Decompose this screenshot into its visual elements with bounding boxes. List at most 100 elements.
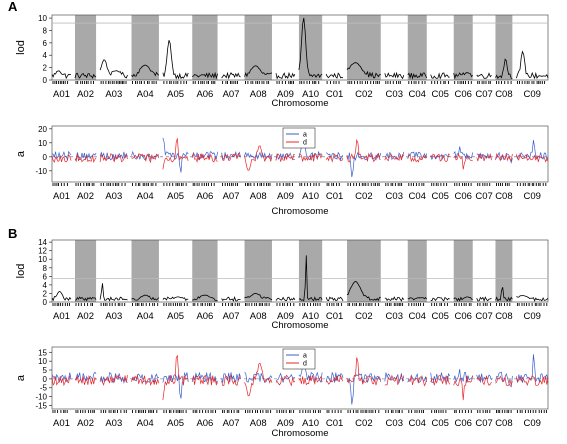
- chart-1-series-lod-c02: [346, 62, 381, 79]
- chart-1-band-c04: [407, 15, 427, 80]
- chart-3-marker-rug-c05: [431, 303, 448, 306]
- chart-1-series-lod-a04: [131, 64, 160, 78]
- chart-1-chrom-label-a09: A09: [277, 89, 294, 100]
- chart-4-chrom-label-c06: C06: [455, 418, 472, 429]
- chart-1-marker-rug-a06: [192, 81, 216, 84]
- chart-3-chrom-label-a07: A07: [223, 311, 240, 322]
- chart-3-ytick-label-6: 6: [43, 272, 48, 281]
- chart-4-chrom-label-c05: C05: [432, 418, 449, 429]
- chart-2-marker-rug-a09: [276, 183, 293, 186]
- chart-1-chrom-label-c04: C04: [409, 89, 426, 100]
- chart-4-series-d-c09: [516, 374, 549, 387]
- chart-4-series-d-a08: [244, 362, 273, 397]
- chart-2-series-d-c03: [384, 153, 405, 162]
- chart-2-chrom-label-c06: C06: [455, 191, 472, 202]
- chart-4-legend-label-a: a: [303, 353, 307, 360]
- chart-3-ytick-label-14: 14: [38, 238, 47, 247]
- chart-4-series-a-a07: [221, 372, 241, 383]
- chart-4-xlabel: Chromosome: [271, 428, 328, 439]
- chart-2-series-d-c02: [346, 138, 381, 163]
- chart-1-series-lod-a08: [244, 65, 273, 78]
- chart-3-band-c02: [347, 240, 381, 302]
- chart-3-chrom-label-c01: C01: [326, 311, 343, 322]
- chart-1-chrom-label-c06: C06: [455, 89, 472, 100]
- chart-4-chrom-label-a10: A10: [302, 418, 319, 429]
- chart-4-series-a-c06: [453, 369, 474, 383]
- chart-4-chrom-label-a01: A01: [53, 418, 70, 429]
- chart-1-chrom-label-c01: C01: [326, 89, 343, 100]
- chart-1-band-c02: [347, 15, 381, 80]
- chart-1-marker-rug-c02: [347, 81, 380, 84]
- chart-1-series-lod-a05: [162, 40, 189, 80]
- chart-4-marker-rug-c02: [347, 410, 380, 413]
- chart-4-marker-rug-c09: [516, 410, 547, 413]
- chart-3-series-lod-c01: [325, 296, 344, 302]
- chart-3-ytick-label-10: 10: [38, 255, 47, 264]
- chart-1-marker-rug-a09: [276, 81, 294, 84]
- chart-2-series-d-c05: [430, 153, 450, 163]
- chart-2-ytick-label-20: 20: [38, 125, 47, 134]
- chart-2-chrom-label-a05: A05: [167, 191, 184, 202]
- chart-1-series-lod-a07: [221, 71, 241, 80]
- chart-1-ytick-label-8: 8: [43, 26, 48, 35]
- chart-2-series-d-a10: [298, 153, 323, 162]
- chart-4-marker-rug-c04: [408, 410, 424, 413]
- chart-3-series-lod-a09: [275, 296, 296, 302]
- chart-2-chrom-label-c04: C04: [409, 191, 426, 202]
- chart-4-series-d-c04: [407, 375, 428, 387]
- chart-3-series-lod-a07: [221, 296, 241, 302]
- chart-2-marker-rug-a01: [52, 183, 68, 186]
- chart-2-series-d-a08: [244, 145, 273, 171]
- chart-4-marker-rug-a06: [192, 410, 216, 413]
- chart-2-series-d-a07: [221, 152, 241, 161]
- chart-1-chrom-label-a07: A07: [223, 89, 240, 100]
- chart-3-marker-rug-c09: [516, 303, 548, 306]
- chart-3-chrom-label-c03: C03: [386, 311, 403, 322]
- chart-4-marker-rug-a10: [299, 410, 321, 413]
- chart-2-xlabel: Chromosome: [271, 206, 328, 217]
- chart-1-xlabel: Chromosome: [271, 98, 328, 109]
- chart-4-series-d-c03: [384, 374, 405, 386]
- chart-4-ytick-label--10: -10: [35, 393, 47, 402]
- chart-3-chrom-label-c02: C02: [355, 311, 372, 322]
- chart-4-series-d-c01: [325, 375, 344, 385]
- chart-2-chrom-label-c09: C09: [523, 191, 540, 202]
- chart-3-chrom-label-c05: C05: [432, 311, 449, 322]
- chart-4-series-d-c08: [495, 375, 513, 387]
- chart-4-marker-rug-a09: [276, 410, 295, 413]
- chart-3-chrom-label-c04: C04: [409, 311, 426, 322]
- chart-2-chrom-label-a01: A01: [53, 191, 70, 202]
- chart-3-band-a06: [192, 240, 218, 302]
- chart-4-marker-rug-c08: [496, 410, 512, 413]
- chart-3-series-lod-c02: [346, 281, 381, 302]
- chart-2-marker-rug-c03: [385, 183, 403, 186]
- chart-3-series-lod-a06: [192, 294, 218, 302]
- chart-2-series-a-a08: [244, 151, 273, 160]
- chart-1-ylabel: lod: [15, 40, 27, 55]
- chart-3-chrom-label-a02: A02: [77, 311, 94, 322]
- chart-3-plot-frame: [51, 239, 549, 303]
- chart-4-chrom-label-c02: C02: [355, 418, 372, 429]
- chart-1-chrom-label-c08: C08: [495, 89, 512, 100]
- chart-2-marker-rug-a07: [222, 183, 238, 186]
- chart-2-series-d-a02: [74, 153, 97, 164]
- chart-1-chrom-label-c07: C07: [475, 89, 492, 100]
- chart-3-marker-rug-c06: [454, 303, 472, 306]
- chart-2-chrom-label-c03: C03: [386, 191, 403, 202]
- chart-2-chrom-label-a07: A07: [223, 191, 240, 202]
- chart-4-chrom-label-a09: A09: [277, 418, 294, 429]
- chart-3-marker-rug-c04: [408, 303, 424, 306]
- chart-4-series-d-a06: [191, 374, 218, 386]
- chart-4-chrom-label-c03: C03: [386, 418, 403, 429]
- chart-4-chrom-label-a06: A06: [196, 418, 213, 429]
- chart-4-chrom-label-a08: A08: [250, 418, 267, 429]
- chart-1-band-a08: [244, 15, 272, 80]
- chart-1-chrom-label-a05: A05: [167, 89, 184, 100]
- chart-2-series-a-c05: [430, 153, 450, 161]
- chart-1-series-lod-c03: [384, 71, 405, 80]
- chart-4-chrom-label-c04: C04: [409, 418, 426, 429]
- chart-3-series-lod-a05: [162, 296, 189, 302]
- chart-2-chrom-label-c08: C08: [495, 191, 512, 202]
- chart-4-marker-rug-c01: [326, 410, 342, 413]
- chart-1-ytick-label-2: 2: [43, 64, 48, 73]
